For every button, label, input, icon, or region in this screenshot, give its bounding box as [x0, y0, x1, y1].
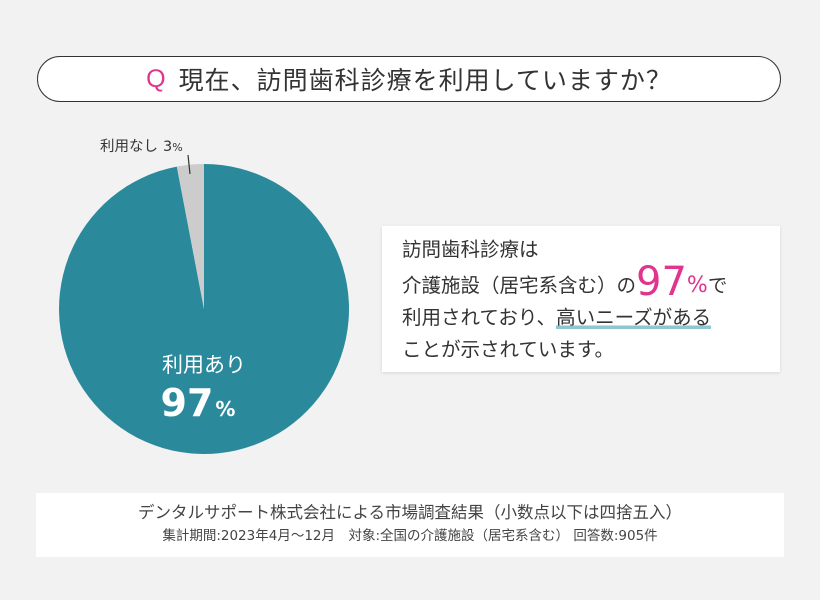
callout-highlight: 高いニーズがある [556, 306, 712, 329]
source-line-2: 集計期間:2023年4月〜12月 対象:全国の介護施設（居宅系含む） 回答数:9… [162, 528, 658, 544]
summary-callout: 訪問歯科診療は 介護施設（居宅系含む）の97%で 利用されており、高いニーズがあ… [382, 226, 780, 372]
callout-percent-sign: % [686, 273, 708, 298]
q-mark: Q [146, 64, 167, 93]
question-banner: Q 現在、訪問歯科診療を利用していますか？ [37, 56, 781, 102]
no-use-leader-line [187, 154, 191, 175]
callout-big-number: 97 [636, 259, 687, 305]
pie-slice-0 [59, 164, 350, 455]
callout-line-2: 介護施設（居宅系含む）の97%で [402, 259, 728, 305]
no-use-label: 利用なし 3% [100, 138, 183, 155]
callout-line-1: 訪問歯科診療は [402, 238, 539, 261]
callout-line-3: 利用されており、高いニーズがある [402, 306, 712, 329]
question-text: 現在、訪問歯科診療を利用していますか？ [178, 66, 672, 95]
source-line-1: デンタルサポート株式会社による市場調査結果（小数点以下は四捨五入） [137, 503, 682, 522]
use-value: 97% [161, 381, 236, 425]
source-note: デンタルサポート株式会社による市場調査結果（小数点以下は四捨五入） 集計期間:2… [36, 493, 784, 557]
use-label: 利用あり [162, 353, 246, 377]
callout-line-4: ことが示されています。 [402, 338, 614, 361]
pie-slice-1 [176, 164, 204, 309]
